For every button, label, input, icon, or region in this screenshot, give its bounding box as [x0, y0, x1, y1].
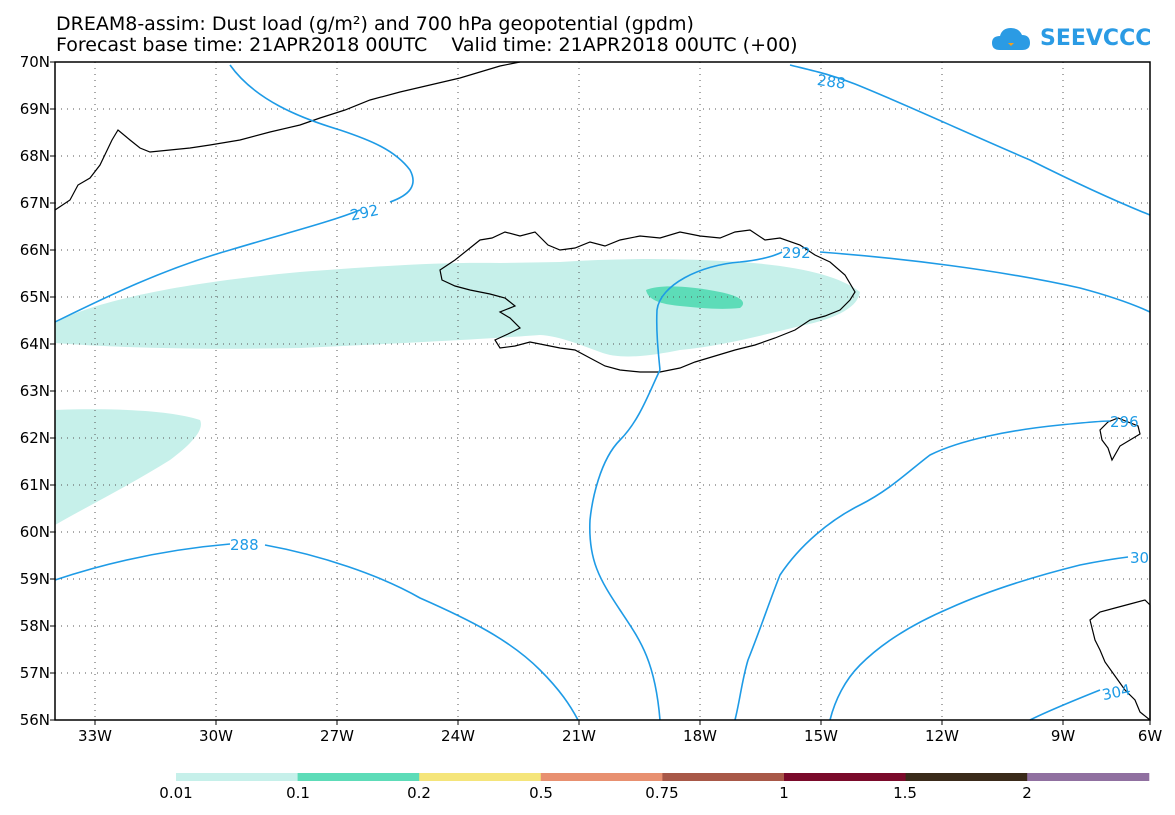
- colorbar-label: 1.5: [893, 784, 917, 802]
- lon-label: 15W: [804, 727, 838, 745]
- lat-label: 62N: [19, 429, 50, 447]
- dust-area-core: [646, 286, 744, 309]
- colorbar-swatch: [662, 773, 785, 781]
- lat-label: 63N: [19, 382, 50, 400]
- lat-label: 64N: [19, 335, 50, 353]
- lon-label: 24W: [441, 727, 475, 745]
- colorbar-label: 1: [779, 784, 789, 802]
- lat-label: 67N: [19, 194, 50, 212]
- lon-label: 21W: [562, 727, 596, 745]
- scotland-coast: [1089, 599, 1151, 722]
- colorbar-swatch: [176, 773, 299, 781]
- lat-label: 60N: [19, 523, 50, 541]
- contour-label: 304: [1100, 681, 1132, 705]
- greenland-coast: [54, 61, 521, 211]
- lat-label: 65N: [19, 288, 50, 306]
- contour-label: 288: [816, 71, 847, 93]
- lat-label: 68N: [19, 147, 50, 165]
- lat-label: 70N: [19, 53, 50, 71]
- colorbar-label: 0.5: [529, 784, 553, 802]
- map-title-line2: Forecast base time: 21APR2018 00UTC Vali…: [56, 34, 798, 56]
- cloud-icon: [992, 28, 1030, 50]
- dust-area-plume: [55, 259, 860, 357]
- geopotential-contours: [54, 64, 1151, 721]
- faroe-coast: [1099, 417, 1141, 462]
- lat-label: 61N: [19, 476, 50, 494]
- colorbar: [176, 773, 1150, 781]
- dust-area-south: [55, 409, 201, 525]
- lon-label: 9W: [1050, 727, 1076, 745]
- colorbar-swatch: [1027, 773, 1150, 781]
- colorbar-label: 0.75: [645, 784, 679, 802]
- lat-label: 58N: [19, 617, 50, 635]
- contour-labels: 288 292 292 288 296 30 304: [230, 71, 1149, 704]
- tick-marks: [50, 61, 1151, 725]
- colorbar-label: 0.1: [286, 784, 310, 802]
- contour-label: 30: [1130, 549, 1149, 567]
- contour-label: 292: [782, 244, 811, 262]
- colorbar-label: 0.2: [407, 784, 431, 802]
- lat-label: 57N: [19, 664, 50, 682]
- graticule: [55, 62, 1150, 720]
- contour-label: 288: [230, 536, 259, 554]
- colorbar-swatch: [297, 773, 420, 781]
- lat-label: 56N: [19, 711, 50, 729]
- contour-label: 292: [349, 201, 381, 225]
- colorbar-swatch: [419, 773, 542, 781]
- colorbar-swatch: [540, 773, 663, 781]
- seevccc-logo: [992, 28, 1030, 50]
- colorbar-swatch: [784, 773, 907, 781]
- map-title-line1: DREAM8-assim: Dust load (g/m²) and 700 h…: [56, 13, 694, 35]
- lon-label: 6W: [1137, 727, 1163, 745]
- lat-label: 69N: [19, 100, 50, 118]
- lon-label: 18W: [683, 727, 717, 745]
- lat-label: 59N: [19, 570, 50, 588]
- lon-label: 12W: [925, 727, 959, 745]
- iceland-coast: [439, 229, 856, 373]
- colorbar-label: 0.01: [159, 784, 193, 802]
- lon-label: 27W: [320, 727, 354, 745]
- colorbar-swatch: [905, 773, 1028, 781]
- contour-label: 296: [1110, 413, 1139, 431]
- colorbar-label: 2: [1022, 784, 1032, 802]
- logo-text: SEEVCCC: [1040, 26, 1152, 51]
- coastlines: [54, 61, 1151, 722]
- lat-label: 66N: [19, 241, 50, 259]
- lon-label: 33W: [78, 727, 112, 745]
- lon-label: 30W: [199, 727, 233, 745]
